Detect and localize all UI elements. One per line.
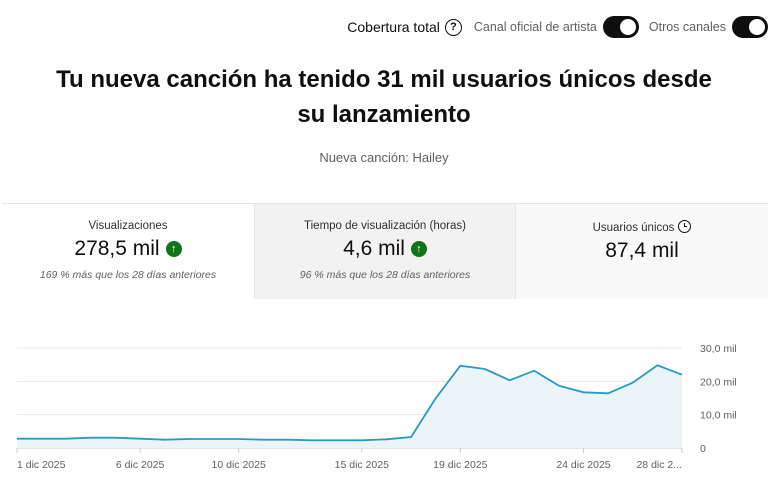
y-tick-label: 0 bbox=[700, 443, 706, 455]
card-value: 87,4 mil bbox=[605, 239, 679, 262]
y-tick-label: 20,0 mil bbox=[700, 376, 737, 388]
area-fill bbox=[17, 365, 682, 448]
card-note: 96 % más que los 28 días anteriores bbox=[299, 269, 471, 281]
metric-card-unique-users[interactable]: Usuarios únicos 87,4 mil bbox=[516, 204, 768, 299]
artist-channel-toggle[interactable] bbox=[602, 16, 639, 38]
coverage-label: Cobertura total bbox=[347, 19, 440, 35]
card-title: Tiempo de visualización (horas) bbox=[304, 220, 466, 232]
x-tick-label: 15 dic 2025 bbox=[335, 459, 389, 471]
series-line bbox=[17, 364, 683, 442]
x-tick-label: 24 dic 2025 bbox=[556, 459, 610, 471]
toggle-label-other-channels: Otros canales bbox=[648, 20, 726, 34]
arrow-up-icon: ↑ bbox=[410, 241, 427, 257]
metric-card-views[interactable]: Visualizaciones 278,5 mil ↑ 169 % más que… bbox=[2, 204, 255, 299]
card-note: 169 % más que los 28 días anteriores bbox=[39, 269, 217, 281]
x-tick-label: 28 dic 2... bbox=[636, 459, 682, 471]
subtitle: Nueva canción: Hailey bbox=[319, 150, 449, 165]
help-circle-icon[interactable]: ? bbox=[444, 18, 462, 36]
headline: Tu nueva canción ha tenido 31 mil usuari… bbox=[56, 66, 712, 128]
arrow-up-icon: ↑ bbox=[165, 241, 182, 257]
x-tick-label: 6 dic 2025 bbox=[116, 459, 165, 471]
unique-users-chart: 0 10,0 mil 20,0 mil 30,0 mil 1 dic 2025 6 dic… bbox=[16, 343, 737, 471]
y-tick-label: 30,0 mil bbox=[700, 343, 737, 355]
other-channels-toggle[interactable] bbox=[732, 16, 768, 38]
card-title: Usuarios únicos bbox=[592, 222, 675, 234]
toggle-label-artist-channel: Canal oficial de artista bbox=[473, 20, 597, 34]
x-tick-label: 10 dic 2025 bbox=[212, 459, 266, 471]
coverage-bar: Cobertura total ? Canal oficial de artis… bbox=[347, 14, 768, 40]
card-title: Visualizaciones bbox=[88, 220, 168, 232]
metric-cards: Visualizaciones 278,5 mil ↑ 169 % más que… bbox=[2, 203, 768, 299]
y-tick-label: 10,0 mil bbox=[700, 410, 737, 422]
card-value: 4,6 mil bbox=[343, 237, 405, 260]
card-value: 278,5 mil bbox=[74, 237, 160, 260]
x-tick-label: 19 dic 2025 bbox=[433, 459, 487, 471]
clock-icon bbox=[678, 220, 692, 233]
x-tick-label: 1 dic 2025 bbox=[17, 459, 66, 471]
metric-card-watch-time[interactable]: Tiempo de visualización (horas) 4,6 mil ↑… bbox=[255, 204, 516, 299]
